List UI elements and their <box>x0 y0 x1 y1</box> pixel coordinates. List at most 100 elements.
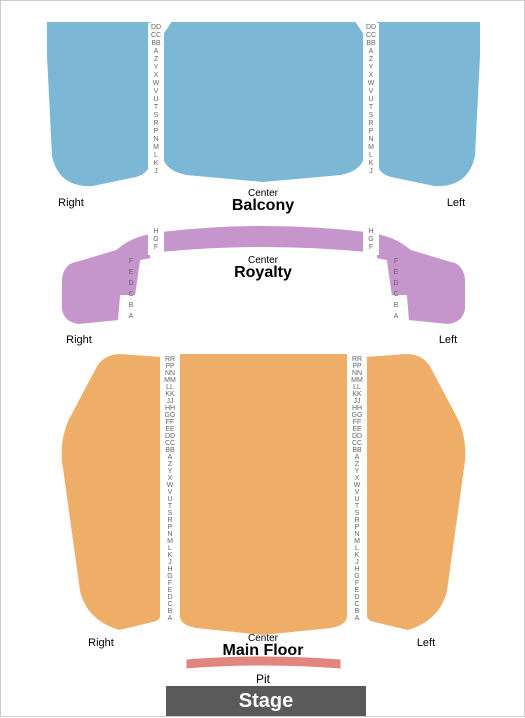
row-letter: H <box>167 566 172 573</box>
row-letter: EE <box>165 426 175 433</box>
row-letter: G <box>167 573 172 580</box>
row-letter: H <box>368 228 373 235</box>
row-letter: Z <box>168 461 173 468</box>
royalty-center[interactable] <box>161 225 366 253</box>
main-floor-rows-right: RRPPNNMMLLKKJJHHGGFFEEDDCCBBAZYXWVUTSRPN… <box>349 355 365 625</box>
row-letter: W <box>368 80 375 87</box>
row-letter: E <box>355 587 360 594</box>
row-letter: K <box>355 552 360 559</box>
row-letter: M <box>153 144 159 151</box>
row-letter: CC <box>151 32 161 39</box>
balcony-left-label: Left <box>447 197 465 209</box>
balcony-center[interactable] <box>161 21 366 183</box>
pit-shape[interactable] <box>186 656 341 669</box>
row-letter: R <box>167 517 172 524</box>
row-letter: BB <box>165 447 175 454</box>
row-letter: V <box>154 88 159 95</box>
row-letter: Y <box>369 64 374 71</box>
row-letter: S <box>154 112 159 119</box>
row-letter: A <box>168 454 173 461</box>
row-letter: GG <box>352 412 363 419</box>
row-letter: CC <box>352 440 362 447</box>
main-floor-section: RRPPNNMMLLKKJJHHGGFFEEDDCCBBAZYXWVUTSRPN… <box>61 353 467 659</box>
row-letter: F <box>154 244 158 251</box>
royalty-right[interactable] <box>61 233 151 325</box>
row-letter: N <box>368 136 373 143</box>
row-letter: B <box>355 608 360 615</box>
row-letter: RR <box>165 356 175 363</box>
row-letter: L <box>168 545 172 552</box>
row-letter: J <box>168 559 172 566</box>
row-letter: C <box>393 291 398 298</box>
row-letter: DD <box>165 433 175 440</box>
row-letter: Y <box>154 64 159 71</box>
row-letter: C <box>167 601 172 608</box>
row-letter: LL <box>166 384 174 391</box>
row-letter: B <box>129 302 134 309</box>
pit-label: Pit <box>256 672 271 686</box>
row-letter: E <box>168 587 173 594</box>
row-letter: P <box>168 524 173 531</box>
row-letter: P <box>154 128 159 135</box>
row-letter: S <box>168 510 173 517</box>
row-letter: F <box>168 580 172 587</box>
row-letter: EE <box>352 426 362 433</box>
balcony-left[interactable] <box>376 21 481 187</box>
row-letter: A <box>168 615 173 622</box>
row-letter: KK <box>165 391 175 398</box>
row-letter: B <box>394 302 399 309</box>
row-letter: C <box>128 291 133 298</box>
royalty-rows-center-right: HGF <box>363 227 379 255</box>
row-letter: T <box>369 104 374 111</box>
row-letter: D <box>354 594 359 601</box>
row-letter: H <box>354 566 359 573</box>
row-letter: T <box>355 503 360 510</box>
row-letter: D <box>393 280 398 287</box>
royalty-left[interactable] <box>376 233 466 325</box>
row-letter: S <box>369 112 374 119</box>
row-letter: A <box>355 454 360 461</box>
row-letter: R <box>354 517 359 524</box>
row-letter: K <box>168 552 173 559</box>
row-letter: W <box>167 482 174 489</box>
row-letter: B <box>168 608 173 615</box>
row-letter: U <box>153 96 158 103</box>
row-letter: T <box>168 503 173 510</box>
balcony-row-strip-left: DDCCBBAZYXWVUTSRPNMLKJ <box>148 23 164 179</box>
main-floor-left[interactable] <box>366 353 466 631</box>
row-letter: G <box>368 236 373 243</box>
row-letter: W <box>354 482 361 489</box>
main-floor-center[interactable] <box>179 353 348 636</box>
main-floor-right[interactable] <box>61 353 161 631</box>
row-letter: PP <box>165 363 175 370</box>
row-letter: JJ <box>354 398 361 405</box>
row-letter: BB <box>151 40 161 47</box>
row-letter: DD <box>151 24 161 31</box>
stage-label: Stage <box>239 690 293 712</box>
row-letter: BB <box>352 447 362 454</box>
row-letter: E <box>129 269 134 276</box>
row-letter: HH <box>165 405 175 412</box>
balcony-right[interactable] <box>46 21 151 187</box>
row-letter: P <box>369 128 374 135</box>
row-letter: U <box>368 96 373 103</box>
row-letter: V <box>369 88 374 95</box>
balcony-row-strip-right: DDCCBBAZYXWVUTSRPNMLKJ <box>363 23 379 179</box>
row-letter: G <box>153 236 158 243</box>
row-letter: V <box>168 489 173 496</box>
row-letter: V <box>355 489 360 496</box>
balcony-section: DDCCBBAZYXWVUTSRPNMLKJ DDCCBBAZYXWVUTSRP… <box>46 21 481 214</box>
royalty-left-label: Left <box>439 334 457 346</box>
row-letter: MM <box>164 377 176 384</box>
row-letter: A <box>129 313 134 320</box>
row-letter: D <box>167 594 172 601</box>
row-letter: Y <box>355 468 360 475</box>
row-letter: S <box>355 510 360 517</box>
row-letter: Y <box>168 468 173 475</box>
row-letter: X <box>154 72 159 79</box>
row-letter: J <box>154 168 158 175</box>
seating-chart: DDCCBBAZYXWVUTSRPNMLKJ DDCCBBAZYXWVUTSRP… <box>0 0 525 717</box>
row-letter: J <box>369 168 373 175</box>
row-letter: PP <box>352 363 362 370</box>
row-letter: N <box>153 136 158 143</box>
